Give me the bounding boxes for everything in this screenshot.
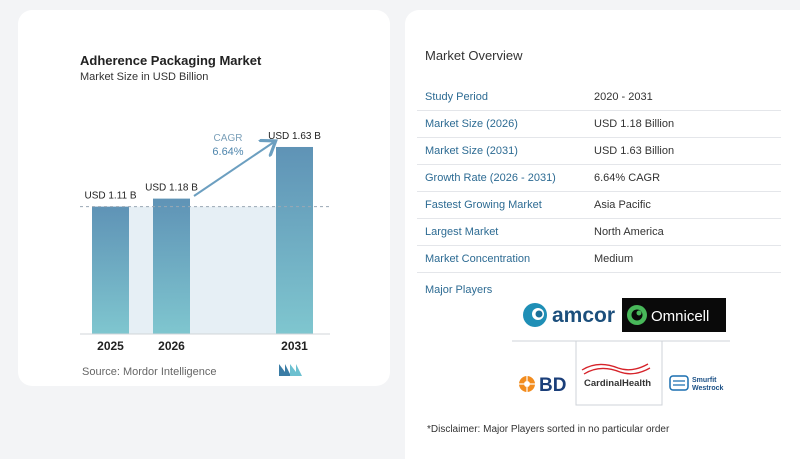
cagr-label: CAGR — [214, 133, 243, 144]
bar-chart: USD 1.11 B 2025 USD 1.18 B 2026 USD 1.63 B 20… — [80, 131, 330, 353]
row-label: Largest Market — [425, 226, 499, 238]
bar-2026 — [153, 198, 190, 334]
data-label-2026: USD 1.18 B — [145, 183, 198, 194]
overview-row-market-size-2031: Market Size (2031) USD 1.63 Billion — [417, 138, 781, 165]
tick-label-2026: 2026 — [158, 339, 185, 353]
bar-2025 — [92, 206, 129, 334]
overview-row-market-size-2026: Market Size (2026) USD 1.18 Billion — [417, 111, 781, 138]
chart-title: Adherence Packaging Market — [80, 53, 262, 68]
overview-title: Market Overview — [425, 48, 523, 63]
overview-row-fastest-growing: Fastest Growing Market Asia Pacific — [417, 192, 781, 219]
overview-row-study-period: Study Period 2020 - 2031 — [417, 84, 781, 111]
mordor-logo-icon — [279, 364, 302, 376]
row-label: Fastest Growing Market — [425, 199, 542, 211]
row-label: Market Size (2026) — [425, 118, 518, 130]
disclaimer-text: *Disclaimer: Major Players sorted in no … — [427, 424, 670, 435]
row-value: Asia Pacific — [594, 199, 651, 211]
row-label: Market Concentration — [425, 253, 531, 265]
source-text: Source: Mordor Intelligence — [82, 366, 217, 378]
tick-label-2025: 2025 — [97, 339, 124, 353]
overview-row-concentration: Market Concentration Medium — [417, 246, 781, 273]
major-players-label: Major Players — [425, 284, 493, 296]
overview-row-largest-market: Largest Market North America — [417, 219, 781, 246]
row-value: USD 1.63 Billion — [594, 145, 675, 157]
cagr-arrow — [193, 142, 274, 197]
cagr-value: 6.64% — [212, 146, 243, 158]
row-value: 6.64% CAGR — [594, 172, 661, 184]
bar-2031 — [276, 146, 313, 334]
row-label: Growth Rate (2026 - 2031) — [425, 172, 556, 184]
data-label-2025: USD 1.11 B — [84, 191, 136, 202]
overview-row-growth-rate: Growth Rate (2026 - 2031) 6.64% CAGR — [417, 165, 781, 192]
row-value: North America — [594, 226, 664, 238]
chart-subtitle: Market Size in USD Billion — [80, 71, 209, 83]
row-label: Market Size (2031) — [425, 145, 518, 157]
row-value: Medium — [594, 253, 634, 265]
data-label-2031: USD 1.63 B — [268, 131, 321, 142]
tick-label-2031: 2031 — [281, 339, 308, 353]
row-value: 2020 - 2031 — [594, 91, 653, 103]
row-value: USD 1.18 Billion — [594, 118, 675, 130]
row-label: Study Period — [425, 91, 488, 103]
